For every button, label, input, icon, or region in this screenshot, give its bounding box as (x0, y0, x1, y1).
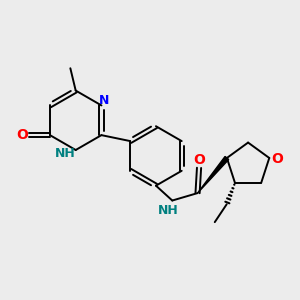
Polygon shape (198, 156, 229, 193)
Text: NH: NH (55, 147, 76, 160)
Text: O: O (17, 128, 28, 142)
Text: O: O (272, 152, 284, 167)
Text: O: O (193, 153, 205, 167)
Text: N: N (99, 94, 109, 107)
Text: NH: NH (158, 204, 178, 218)
